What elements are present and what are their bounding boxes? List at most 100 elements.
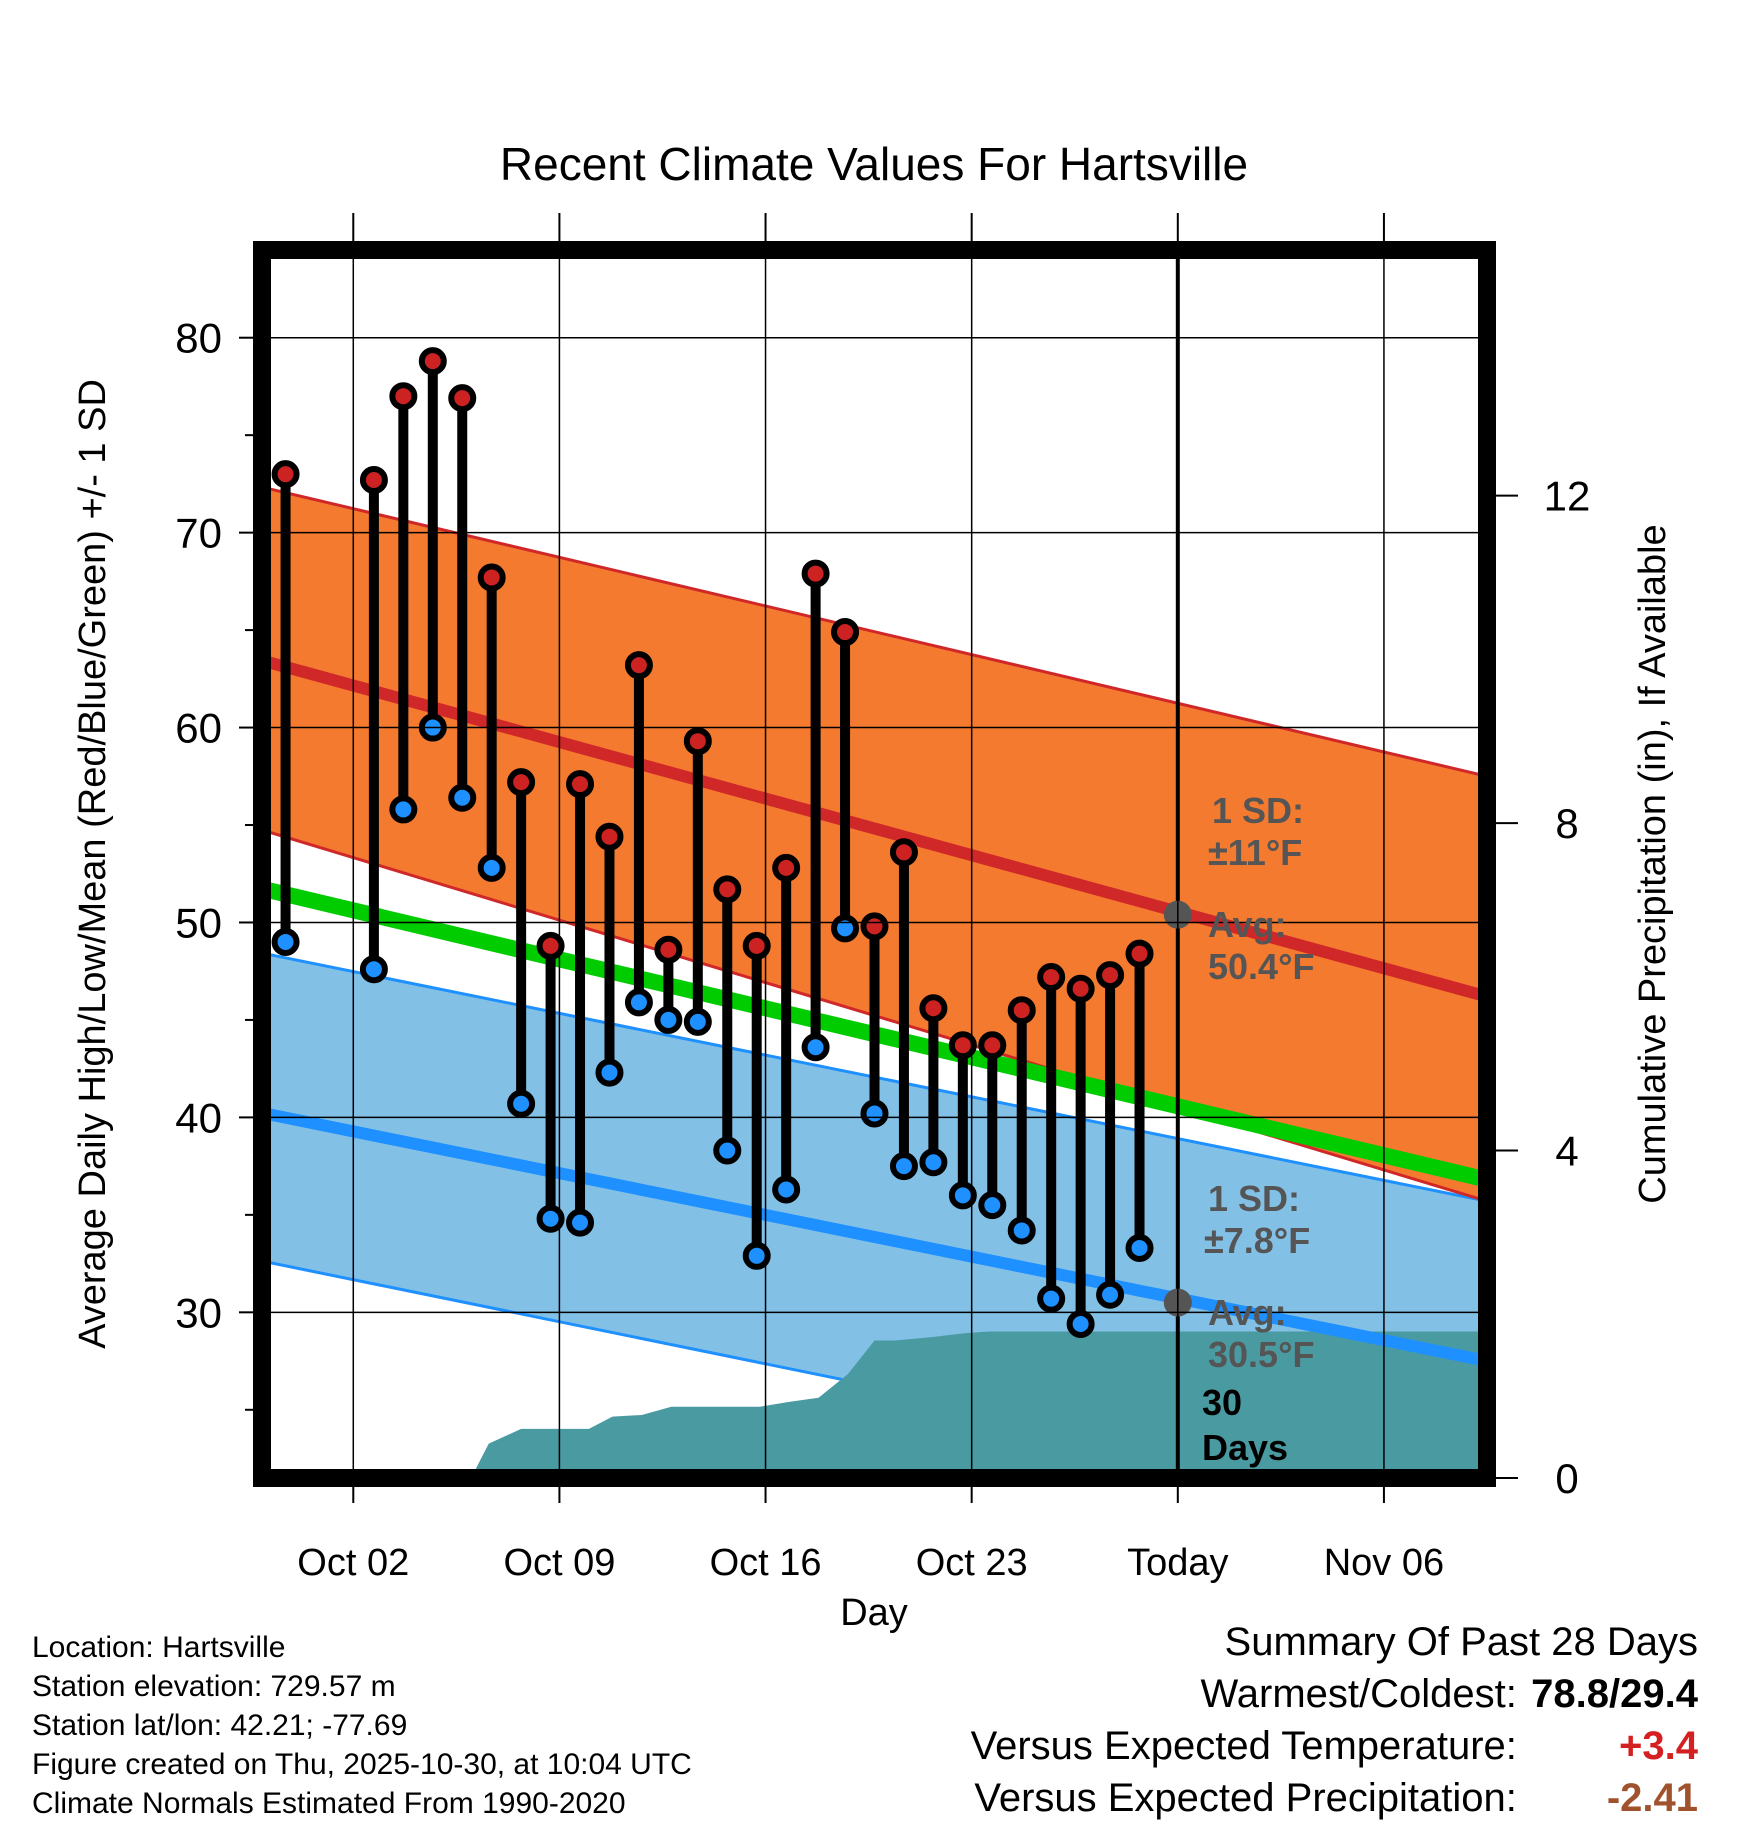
- observed-low-point: [1125, 1233, 1154, 1262]
- low-avg-label: Avg:: [1208, 1292, 1287, 1333]
- figure-created: Figure created on Thu, 2025-10-30, at 10…: [32, 1748, 692, 1781]
- observed-high-point: [1096, 961, 1125, 990]
- high-sd-value: ±11°F: [1208, 832, 1302, 873]
- y2-tick-label: 12: [1544, 473, 1591, 520]
- observed-low-point: [654, 1005, 683, 1034]
- observed-high-point: [742, 931, 771, 960]
- observed-low-point: [507, 1089, 536, 1118]
- plot-frame: [253, 241, 1496, 1487]
- y-tick-label: 30: [175, 1289, 222, 1336]
- observed-high-point: [595, 822, 624, 851]
- observed-high-point: [271, 460, 300, 489]
- observation-day: [271, 460, 300, 956]
- y-tick-label: 80: [175, 315, 222, 362]
- observed-low-point: [978, 1191, 1007, 1220]
- observed-high-point: [1037, 963, 1066, 992]
- observed-low-point: [772, 1175, 801, 1204]
- observed-high-point: [1125, 939, 1154, 968]
- observation-day: [595, 822, 624, 1087]
- warm-cold-label: Warmest/Coldest:: [1200, 1672, 1517, 1716]
- observed-high-point: [359, 466, 388, 495]
- observation-day: [801, 559, 830, 1062]
- observed-low-point: [889, 1152, 918, 1181]
- chart-title: Recent Climate Values For Hartsville: [500, 138, 1248, 190]
- observation-day: [978, 1031, 1007, 1220]
- x-axis-label: Day: [840, 1592, 908, 1634]
- observation-day: [683, 727, 712, 1036]
- observed-high-point: [772, 853, 801, 882]
- x-tick-label: Today: [1127, 1542, 1228, 1584]
- observation-day: [389, 382, 418, 824]
- observed-low-point: [477, 853, 506, 882]
- y-axis-label: Average Daily High/Low/Mean (Red/Blue/Gr…: [72, 379, 114, 1349]
- observation-day: [1096, 961, 1125, 1309]
- observed-high-point: [566, 770, 595, 799]
- axes: 30 40 50 60 70 80 Oct 02 Oct 09 Oct 16 Oct 23 Toda…: [175, 213, 1590, 1584]
- high-sd-label: 1 SD:: [1212, 790, 1304, 831]
- observed-high-point: [948, 1031, 977, 1060]
- observed-high-point: [418, 347, 447, 376]
- observed-high-point: [919, 994, 948, 1023]
- summary-warm-cold: Warmest/Coldest: 78.8/29.4: [971, 1668, 1699, 1720]
- y2-tick-label: 8: [1555, 800, 1578, 847]
- precip-versus-value: -2.41: [1606, 1776, 1698, 1820]
- observation-day: [654, 935, 683, 1034]
- low-sd-label: 1 SD:: [1208, 1178, 1300, 1219]
- precip-area: [471, 1331, 1487, 1478]
- normal-high-line: [263, 655, 1487, 1003]
- observation-day: [507, 768, 536, 1118]
- warm-cold-value: 78.8/29.4: [1531, 1672, 1698, 1716]
- observed-low-point: [271, 927, 300, 956]
- plot-area: [263, 250, 1487, 1478]
- observed-low-point: [1066, 1310, 1095, 1339]
- summary-panel: Summary Of Past 28 Days Warmest/Coldest:…: [971, 1616, 1698, 1824]
- observed-low-point: [359, 955, 388, 984]
- x-tick-label: Oct 02: [297, 1542, 409, 1584]
- observation-day: [1066, 974, 1095, 1339]
- observed-low-point: [948, 1181, 977, 1210]
- observed-high-point: [713, 875, 742, 904]
- precip-period-label-1: 30: [1202, 1382, 1242, 1423]
- observed-high-point: [801, 559, 830, 588]
- x-tick-label: Oct 23: [916, 1542, 1028, 1584]
- observation-day: [742, 931, 771, 1270]
- summary-precip: Versus Expected Precipitation: -2.41: [971, 1772, 1698, 1824]
- station-elevation: Station elevation: 729.57 m: [32, 1670, 396, 1703]
- observed-high-point: [507, 768, 536, 797]
- observation-day: [1007, 996, 1036, 1245]
- station-latlon: Station lat/lon: 42.21; -77.69: [32, 1709, 408, 1742]
- observed-high-point: [654, 935, 683, 964]
- observed-low-point: [1037, 1284, 1066, 1313]
- y-tick-label: 40: [175, 1094, 222, 1141]
- x-tick-label: Oct 09: [503, 1542, 615, 1584]
- observation-day: [359, 466, 388, 984]
- summary-temp: Versus Expected Temperature: +3.4: [971, 1720, 1698, 1772]
- station-location: Location: Hartsville: [32, 1631, 286, 1664]
- y-tick-label: 60: [175, 705, 222, 752]
- summary-title: Summary Of Past 28 Days: [1224, 1620, 1698, 1664]
- observed-high-point: [683, 727, 712, 756]
- observation-day: [919, 994, 948, 1177]
- observation-day: [477, 563, 506, 882]
- observed-low-point: [389, 795, 418, 824]
- observed-high-point: [831, 618, 860, 647]
- temp-versus-label: Versus Expected Temperature:: [970, 1724, 1517, 1768]
- observation-day: [831, 618, 860, 943]
- observed-high-point: [536, 931, 565, 960]
- climate-normals-note: Climate Normals Estimated From 1990-2020: [32, 1787, 626, 1820]
- observed-low-point: [595, 1058, 624, 1087]
- observation-day: [948, 1031, 977, 1210]
- observed-high-point: [978, 1031, 1007, 1060]
- observation-day: [860, 912, 889, 1128]
- observation-day: [1125, 939, 1154, 1262]
- observed-low-point: [683, 1007, 712, 1036]
- observation-day: [448, 384, 477, 812]
- observation-day: [624, 651, 653, 1017]
- y-tick-label: 50: [175, 899, 222, 946]
- observed-high-point: [624, 651, 653, 680]
- low-avg-value: 30.5°F: [1208, 1334, 1314, 1375]
- x-tick-label: Oct 16: [710, 1542, 822, 1584]
- normal-low-line: [263, 1107, 1487, 1367]
- y-tick-label: 70: [175, 510, 222, 557]
- observed-high-point: [477, 563, 506, 592]
